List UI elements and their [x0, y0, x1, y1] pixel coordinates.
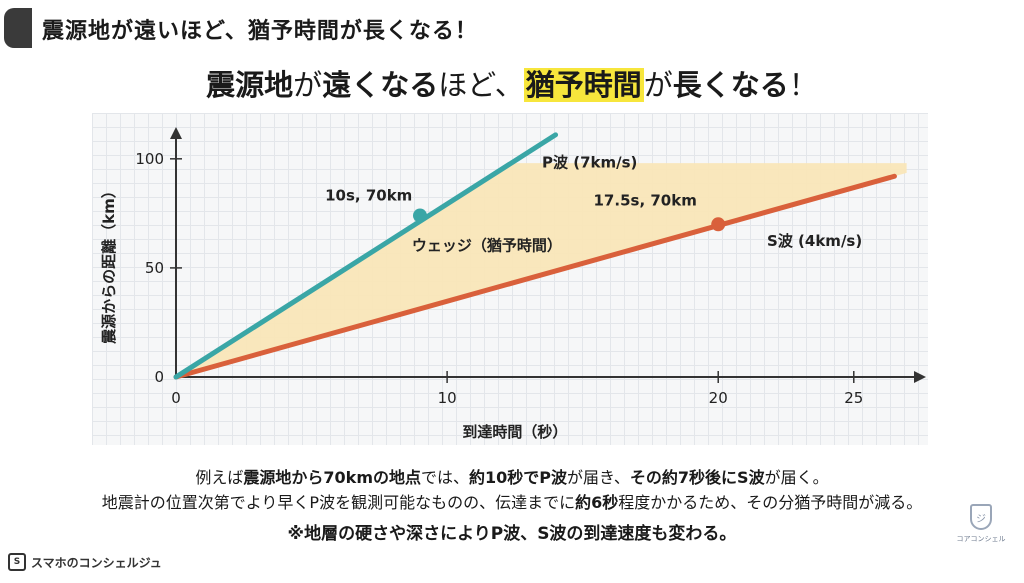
brand-logo-icon: S — [8, 553, 26, 571]
main-title-highlight: 猶予時間 — [523, 68, 644, 102]
s-wave-label: S波 (4km/s) — [767, 232, 862, 250]
x-tick-label: 20 — [709, 389, 728, 407]
main-title-part: ！ — [788, 68, 818, 102]
note-run: 震源地から70kmの地点 — [243, 468, 421, 487]
s-wave-marker-label: 17.5s, 70km — [594, 192, 697, 210]
main-title-part: ほど、 — [438, 68, 524, 102]
p-wave-marker-label: 10s, 70km — [325, 186, 412, 204]
y-tick-label: 50 — [145, 259, 164, 277]
main-title-part: 長くなる — [672, 68, 789, 102]
shield-logo-icon: ジ — [970, 504, 992, 530]
note-run: が届く。 — [764, 468, 829, 487]
y-axis-label: 震源からの距離（km） — [100, 183, 118, 344]
x-axis-arrow-icon — [914, 371, 926, 383]
slide-header: 震源地が遠いほど、猶予時間が長くなる！ — [0, 0, 1024, 54]
main-title: 震源地が遠くなるほど、猶予時間が長くなる！ — [0, 62, 1024, 104]
brand-left-text: スマホのコンシェルジュ — [31, 555, 162, 570]
note-run: その約7秒後にS波 — [629, 468, 765, 487]
brand-right: ジ コアコンシェル — [946, 500, 1016, 570]
note-run: 約6秒 — [575, 493, 619, 512]
note-run: 程度かかるため、その分猶予時間が減る。 — [618, 493, 923, 512]
note-line-1: 例えば震源地から70kmの地点では、約10秒でP波が届き、その約7秒後にS波が届… — [0, 464, 1024, 488]
brand-right-text: コアコンシェル — [956, 535, 1006, 543]
header-accent-mark — [4, 8, 32, 48]
y-tick-label: 100 — [135, 150, 164, 168]
chart-panel: 0 10 20 25 0 50 100 到達時間（秒） 震源からの距離（km） P波 (7km/s… — [92, 113, 928, 445]
note-run: が届き、 — [567, 468, 630, 487]
main-title-part: が — [643, 68, 673, 102]
p-wave-marker — [413, 208, 427, 223]
x-tick-label: 25 — [844, 389, 863, 407]
main-title-part: 遠くなる — [322, 68, 439, 102]
p-wave-label: P波 (7km/s) — [542, 154, 637, 172]
main-title-part: が — [293, 68, 323, 102]
y-tick-label: 0 — [154, 368, 164, 386]
note-line-2: 地震計の位置次第でより早くP波を観測可能なものの、伝達までに約6秒程度かかるため… — [0, 489, 1024, 513]
y-axis-arrow-icon — [170, 127, 182, 139]
note-run: 例えば — [195, 468, 244, 487]
note-run: では、 — [421, 468, 470, 487]
chart-svg: 0 10 20 25 0 50 100 到達時間（秒） 震源からの距離（km） P波 (7km/s… — [100, 127, 926, 441]
x-axis-label: 到達時間（秒） — [462, 423, 567, 441]
note-line-3: ※地層の硬さや深さによりP波、S波の到達速度も変わる。 — [287, 524, 737, 544]
x-tick-label: 10 — [438, 389, 457, 407]
wedge-label: ウェッジ（猶予時間） — [412, 236, 562, 254]
x-tick-label: 0 — [171, 389, 181, 407]
main-title-part: 震源地 — [206, 68, 294, 102]
header-title: 震源地が遠いほど、猶予時間が長くなる！ — [42, 19, 478, 44]
p-wave-line — [173, 132, 559, 380]
brand-left: S スマホのコンシェルジュ — [8, 553, 162, 571]
note-run: 約10秒でP波 — [469, 468, 568, 487]
s-wave-line — [173, 173, 897, 380]
s-wave-marker — [711, 217, 726, 232]
note-run: 地震計の位置次第でより早くP波を観測可能なものの、伝達までに — [101, 493, 576, 512]
